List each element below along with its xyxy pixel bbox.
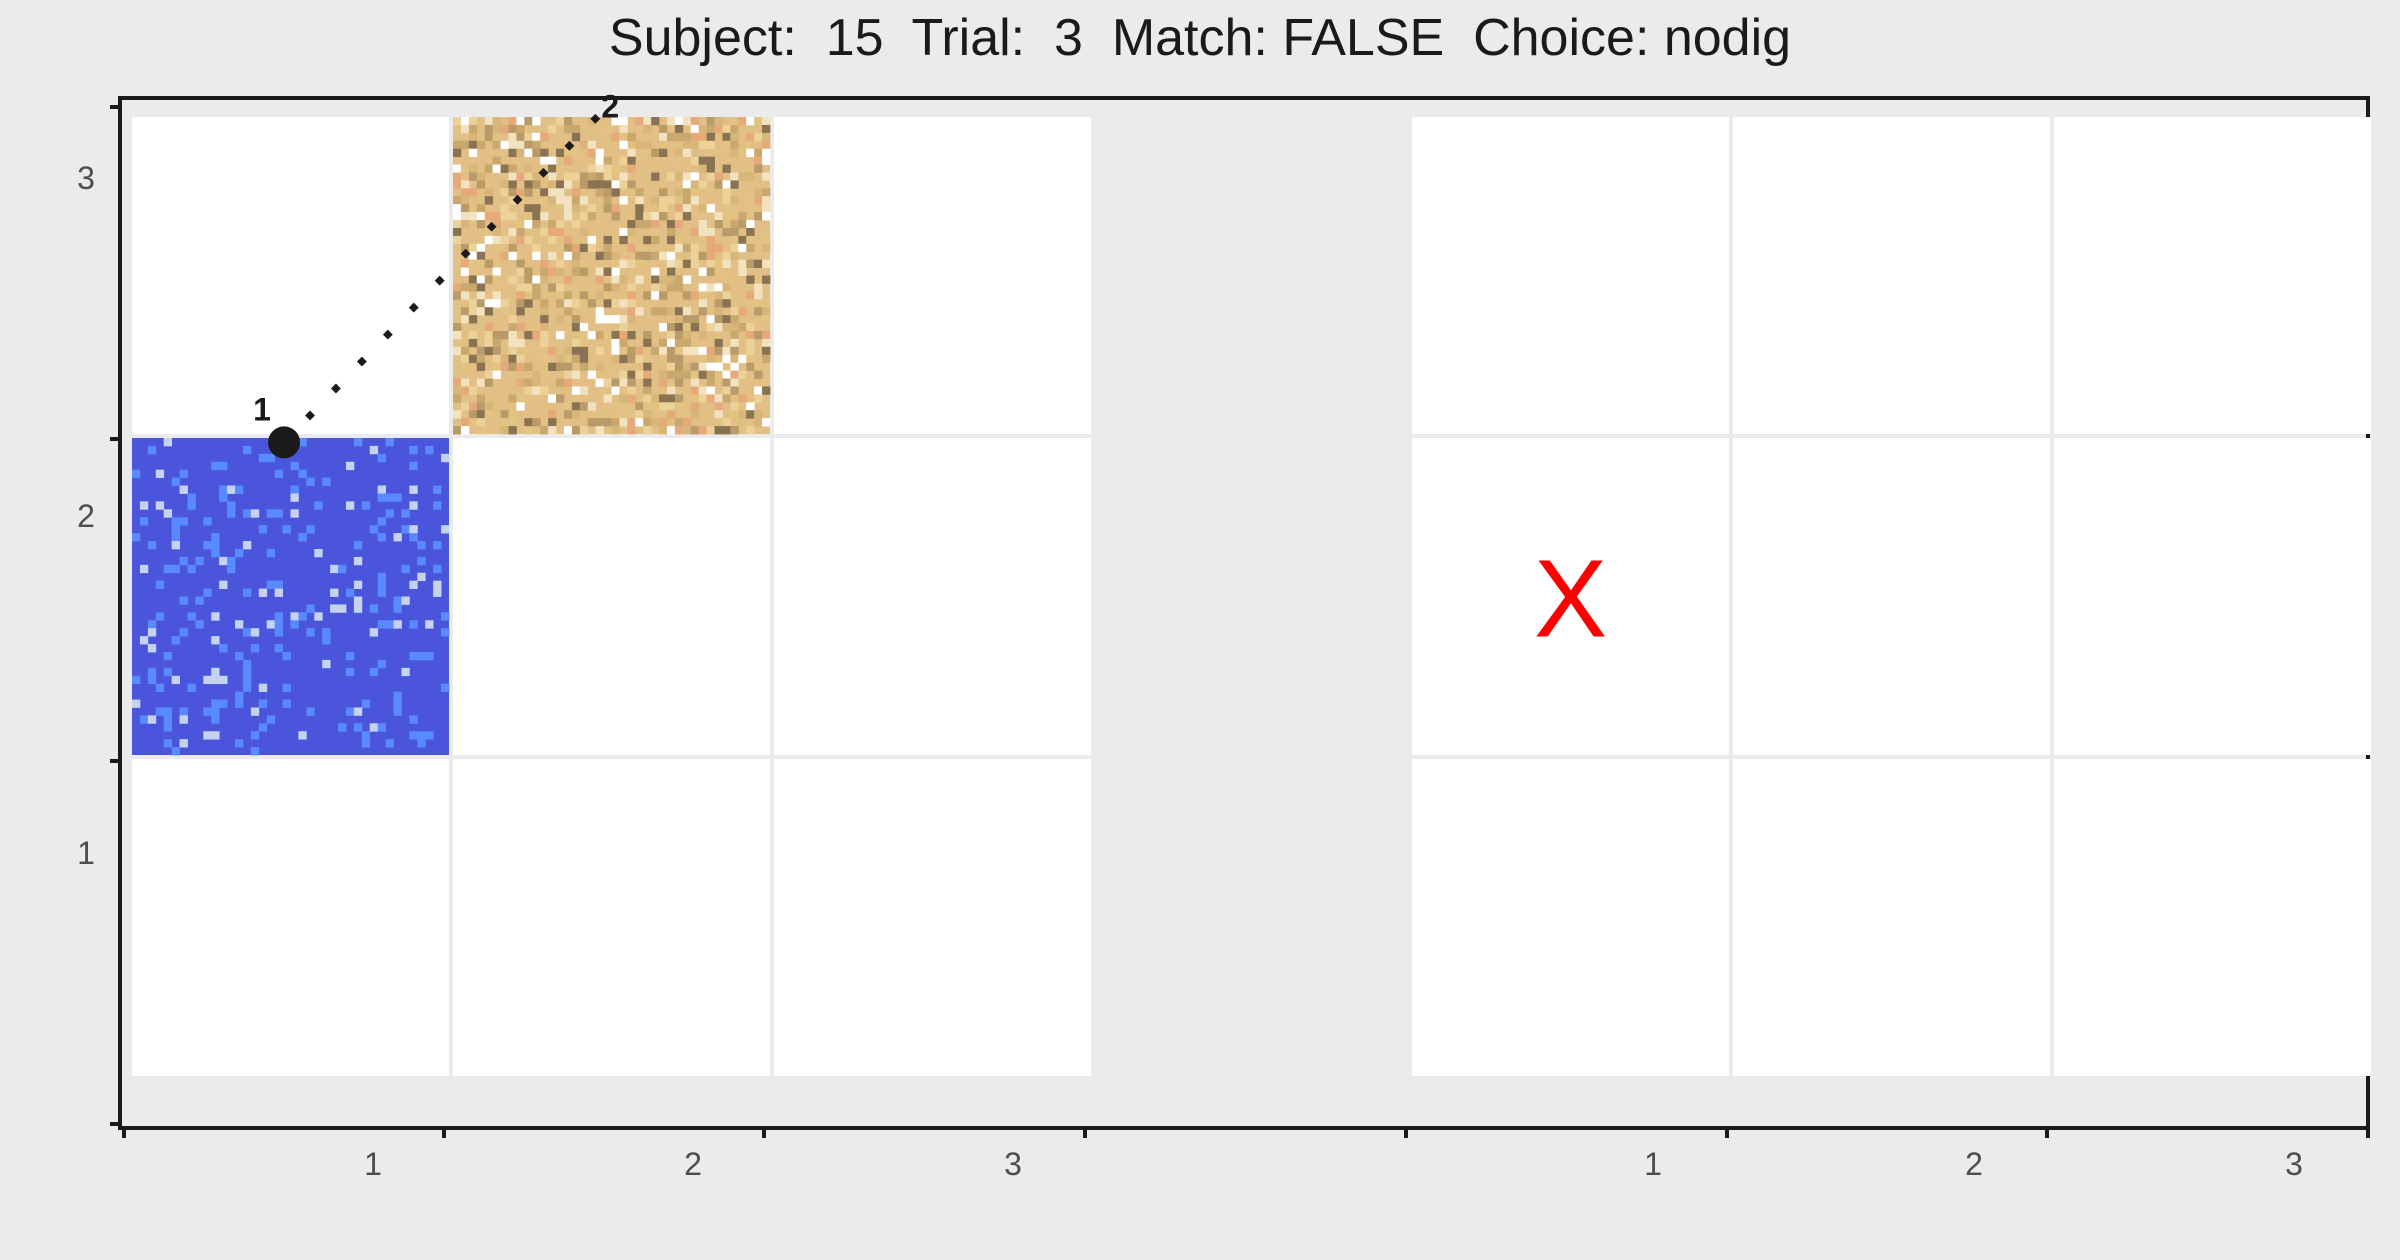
right-cell (2054, 117, 2371, 434)
left-cell (774, 117, 1091, 434)
right-cell (2054, 438, 2371, 755)
path-dot (305, 410, 315, 421)
left-cell (774, 438, 1091, 755)
y-tick-label: 2 (77, 498, 95, 534)
path-dot (434, 275, 445, 286)
end-label: 2 (601, 88, 619, 124)
path-dot (356, 356, 367, 367)
path-dot (512, 194, 523, 205)
x-tick-label: 1 (364, 1146, 382, 1182)
right-cell (1412, 759, 1729, 1076)
right-cell (1733, 438, 2050, 755)
y-axis: 1 2 3 (77, 105, 120, 1126)
x-tick-label: 2 (684, 1146, 702, 1182)
left-cell (453, 438, 770, 755)
path-dot (590, 113, 601, 124)
y-tick-label: 1 (77, 835, 95, 871)
right-cell (1412, 117, 1729, 434)
right-cell (1733, 117, 2050, 434)
path-dot (331, 383, 341, 394)
left-cell (132, 759, 449, 1076)
x-marker: X (1534, 538, 1607, 661)
path-dot (538, 167, 549, 178)
path-dot (460, 248, 471, 259)
start-label: 1 (253, 391, 271, 427)
trajectory-path (305, 113, 601, 421)
start-point (268, 426, 301, 459)
tile-sand (453, 117, 771, 435)
x-tick-label: 3 (2285, 1146, 2303, 1182)
left-cell (132, 117, 449, 434)
x-tick-label: 3 (1004, 1146, 1022, 1182)
left-cell (774, 759, 1091, 1076)
x-tick-label: 1 (1644, 1146, 1662, 1182)
right-cell (2054, 759, 2371, 1076)
path-dot (408, 302, 419, 313)
path-dot (486, 221, 497, 232)
x-axis: 1 2 3 1 2 3 (122, 1128, 2370, 1182)
x-tick-label: 2 (1965, 1146, 1983, 1182)
tile-water (132, 438, 450, 756)
left-cell (453, 759, 770, 1076)
y-tick-label: 3 (77, 160, 95, 196)
figure-title: Subject: 15 Trial: 3 Match: FALSE Choice… (608, 9, 1792, 67)
right-cell (1733, 759, 2050, 1076)
path-dot (564, 140, 575, 151)
right-grid (1412, 117, 2371, 1076)
right-cell (1412, 438, 1729, 755)
path-dot (382, 329, 393, 340)
